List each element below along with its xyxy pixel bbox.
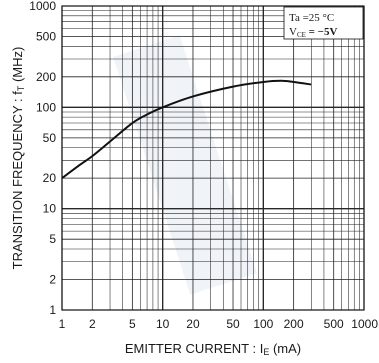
x-tick-label: 100 <box>253 317 273 331</box>
y-axis-label-main: TRANSITION FREQUENCY : f <box>10 91 25 270</box>
curve-layer <box>61 79 312 179</box>
x-tick-label: 1000 <box>351 317 378 331</box>
y-tick-label: 2 <box>49 273 56 287</box>
y-tick-label: 50 <box>43 131 57 145</box>
plot-frame <box>61 5 365 311</box>
x-tick-label: 500 <box>324 317 344 331</box>
x-tick-label: 1 <box>59 317 66 331</box>
watermark-shape <box>113 35 257 295</box>
legend-box: Ta =25 °C VCE = −5V <box>283 6 364 40</box>
grid <box>61 5 365 311</box>
y-tick-label: 20 <box>43 171 57 185</box>
y-axis-label-sub: T <box>16 85 26 91</box>
x-axis-label-unit: (mA) <box>269 341 301 356</box>
y-tick-label: 200 <box>36 70 56 84</box>
y-tick-label: 10 <box>43 202 57 216</box>
ft-vs-ie-curve <box>61 79 312 179</box>
legend-vce-prefix: V <box>289 26 297 38</box>
y-tick-label: 1 <box>49 303 56 317</box>
legend-vce-suffix: = −5V <box>306 26 338 38</box>
x-axis-label-main: EMITTER CURRENT : I <box>125 341 263 356</box>
y-tick-label: 100 <box>36 100 56 114</box>
x-tick-label: 10 <box>156 317 170 331</box>
y-tick-label: 1000 <box>29 0 56 13</box>
x-axis-label-sub: E <box>263 347 269 357</box>
legend-ta: Ta =25 °C <box>289 12 334 24</box>
legend-vce: VCE = −5V <box>289 26 337 39</box>
y-tick-labels: 1 2 5 10 20 50 100 200 500 1000 <box>29 0 56 317</box>
y-tick-label: 5 <box>49 232 56 246</box>
x-axis-label: EMITTER CURRENT : IE (mA) <box>125 341 301 357</box>
y-tick-label: 500 <box>36 30 56 44</box>
x-tick-label: 50 <box>226 317 240 331</box>
x-tick-labels: 1 2 5 10 20 50 100 200 500 1000 <box>59 317 379 331</box>
x-tick-label: 20 <box>186 317 200 331</box>
y-axis-label-unit: (MHz) <box>10 47 25 86</box>
x-tick-label: 5 <box>129 317 136 331</box>
x-tick-label: 2 <box>89 317 96 331</box>
y-axis-label: TRANSITION FREQUENCY : fT (MHz) <box>10 47 26 270</box>
legend-frame <box>283 6 364 40</box>
x-tick-label: 200 <box>284 317 304 331</box>
legend-vce-sub: CE <box>297 31 306 39</box>
